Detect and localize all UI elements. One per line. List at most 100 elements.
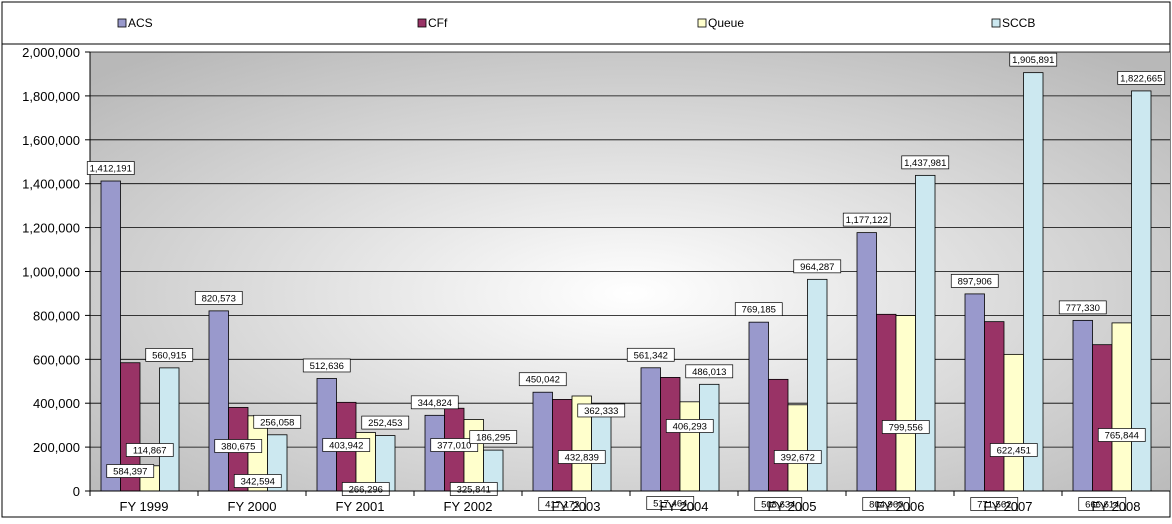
data-label-box (557, 450, 606, 464)
x-tick-label: FY 2008 (1092, 499, 1141, 514)
data-label-box (665, 419, 714, 433)
y-axis: 0 200,000 400,000 600,000 800,000 1,000,000 1,… (22, 45, 91, 499)
data-label: 432,839 (565, 453, 599, 464)
data-label-box (145, 348, 194, 362)
data-label: 622,451 (997, 446, 1031, 457)
data-label: 186,295 (476, 433, 510, 444)
x-tick-label: FY 1999 (120, 499, 169, 514)
data-label-box (734, 302, 783, 317)
data-labels: 1,412,191 584,397 114,867 560,915 820,573 380… (86, 52, 1166, 511)
legend: ACS CFf Queue SCCB (117, 16, 1035, 30)
bar-queue-fy-2008 (1111, 322, 1132, 492)
data-label: 1,412,191 (90, 164, 132, 175)
bar-acs-fy-2002 (424, 414, 445, 492)
bar-cff-fy-2003 (552, 399, 573, 492)
data-label: 820,573 (202, 293, 236, 304)
bar-acs-fy-2003 (532, 391, 553, 492)
data-label-box (253, 414, 302, 429)
x-tick-label: FY 2007 (984, 499, 1033, 514)
y-tick-label: 0 (73, 484, 80, 499)
legend-label-cff: CFf (428, 16, 448, 30)
data-label: 377,010 (437, 441, 471, 452)
bar-acs-fy-1999 (100, 180, 121, 492)
data-label-box (125, 443, 174, 457)
x-tick-label: FY 2005 (768, 499, 817, 514)
bar-cff-fy-2008 (1092, 344, 1113, 492)
x-tick-label: FY 2002 (444, 499, 493, 514)
bar-acs-fy-2006 (856, 232, 877, 492)
data-label: 325,841 (457, 485, 491, 496)
data-label: 1,822,665 (1120, 73, 1162, 84)
data-label: 342,594 (241, 477, 275, 488)
data-label: 666,614 (1085, 500, 1119, 511)
data-label: 417,173 (545, 500, 579, 511)
data-label: 450,042 (526, 375, 560, 386)
y-tick-label: 1,600,000 (22, 133, 80, 148)
y-tick-label: 2,000,000 (22, 45, 80, 60)
data-label-box (901, 155, 950, 170)
x-tick-label: FY 2003 (552, 499, 601, 514)
legend-label-sccb: SCCB (1002, 16, 1035, 30)
data-label: 799,556 (889, 423, 923, 434)
bar-queue-fy-2004 (679, 401, 700, 492)
data-label: 380,675 (221, 442, 255, 453)
data-label: 771,562 (977, 500, 1011, 511)
data-label-box (469, 430, 518, 444)
data-label: 1,177,122 (846, 215, 888, 226)
bar-queue-fy-2007 (1003, 353, 1024, 492)
y-tick-label: 600,000 (33, 352, 80, 367)
data-label: 1,437,981 (904, 158, 946, 169)
data-label: 486,013 (692, 367, 726, 378)
data-label: 406,293 (673, 422, 707, 433)
data-label-box (754, 497, 803, 511)
data-label: 769,185 (742, 305, 776, 316)
x-tick-label: FY 2001 (336, 499, 385, 514)
bar-acs-fy-2007 (964, 293, 985, 492)
data-label-box (970, 497, 1019, 511)
data-label-box (322, 438, 371, 452)
data-label-box (86, 161, 135, 175)
legend-label-queue: Queue (708, 16, 744, 30)
bar-acs-fy-2004 (640, 367, 661, 492)
bar-acs-fy-2001 (316, 378, 337, 492)
bar-sccb-fy-2007 (1023, 72, 1044, 492)
bar-queue-fy-2006 (895, 315, 916, 492)
data-label-box (518, 372, 567, 387)
data-label-box (646, 496, 695, 510)
y-tick-label: 800,000 (33, 308, 80, 323)
data-label: 512,636 (310, 361, 344, 372)
data-label-box (194, 291, 243, 305)
data-label-box (430, 438, 479, 452)
bar-cff-fy-2005 (768, 378, 789, 492)
data-label-box (410, 395, 459, 410)
data-label: 584,397 (113, 467, 147, 478)
data-label-box (1097, 428, 1146, 442)
data-label: 777,330 (1066, 303, 1100, 314)
gridlines (90, 51, 1170, 448)
data-label: 266,296 (349, 485, 383, 496)
x-tick-label: FY 2006 (876, 499, 925, 514)
data-label: 517,464 (653, 499, 687, 510)
data-label: 897,906 (958, 276, 992, 287)
bar-queue-fy-2002 (463, 419, 484, 492)
bar-cff-fy-2004 (660, 377, 681, 492)
y-tick-label: 200,000 (33, 440, 80, 455)
legend-swatch-queue (697, 18, 707, 28)
data-label-box (862, 497, 911, 511)
bar-cff-fy-2007 (984, 321, 1005, 492)
data-label-box (106, 464, 155, 478)
data-label-box (538, 497, 587, 511)
data-label: 804,960 (869, 500, 903, 511)
legend-box (1, 1, 1171, 45)
data-label-box (302, 358, 351, 373)
data-label: 508,634 (761, 500, 795, 511)
bar-acs-fy-2000 (208, 310, 229, 492)
data-label-box (233, 474, 282, 488)
data-label: 252,453 (368, 418, 402, 429)
data-label-box (361, 415, 410, 430)
data-label: 560,915 (152, 350, 186, 361)
data-label-box (341, 482, 390, 496)
bar-acs-fy-2005 (748, 321, 769, 492)
